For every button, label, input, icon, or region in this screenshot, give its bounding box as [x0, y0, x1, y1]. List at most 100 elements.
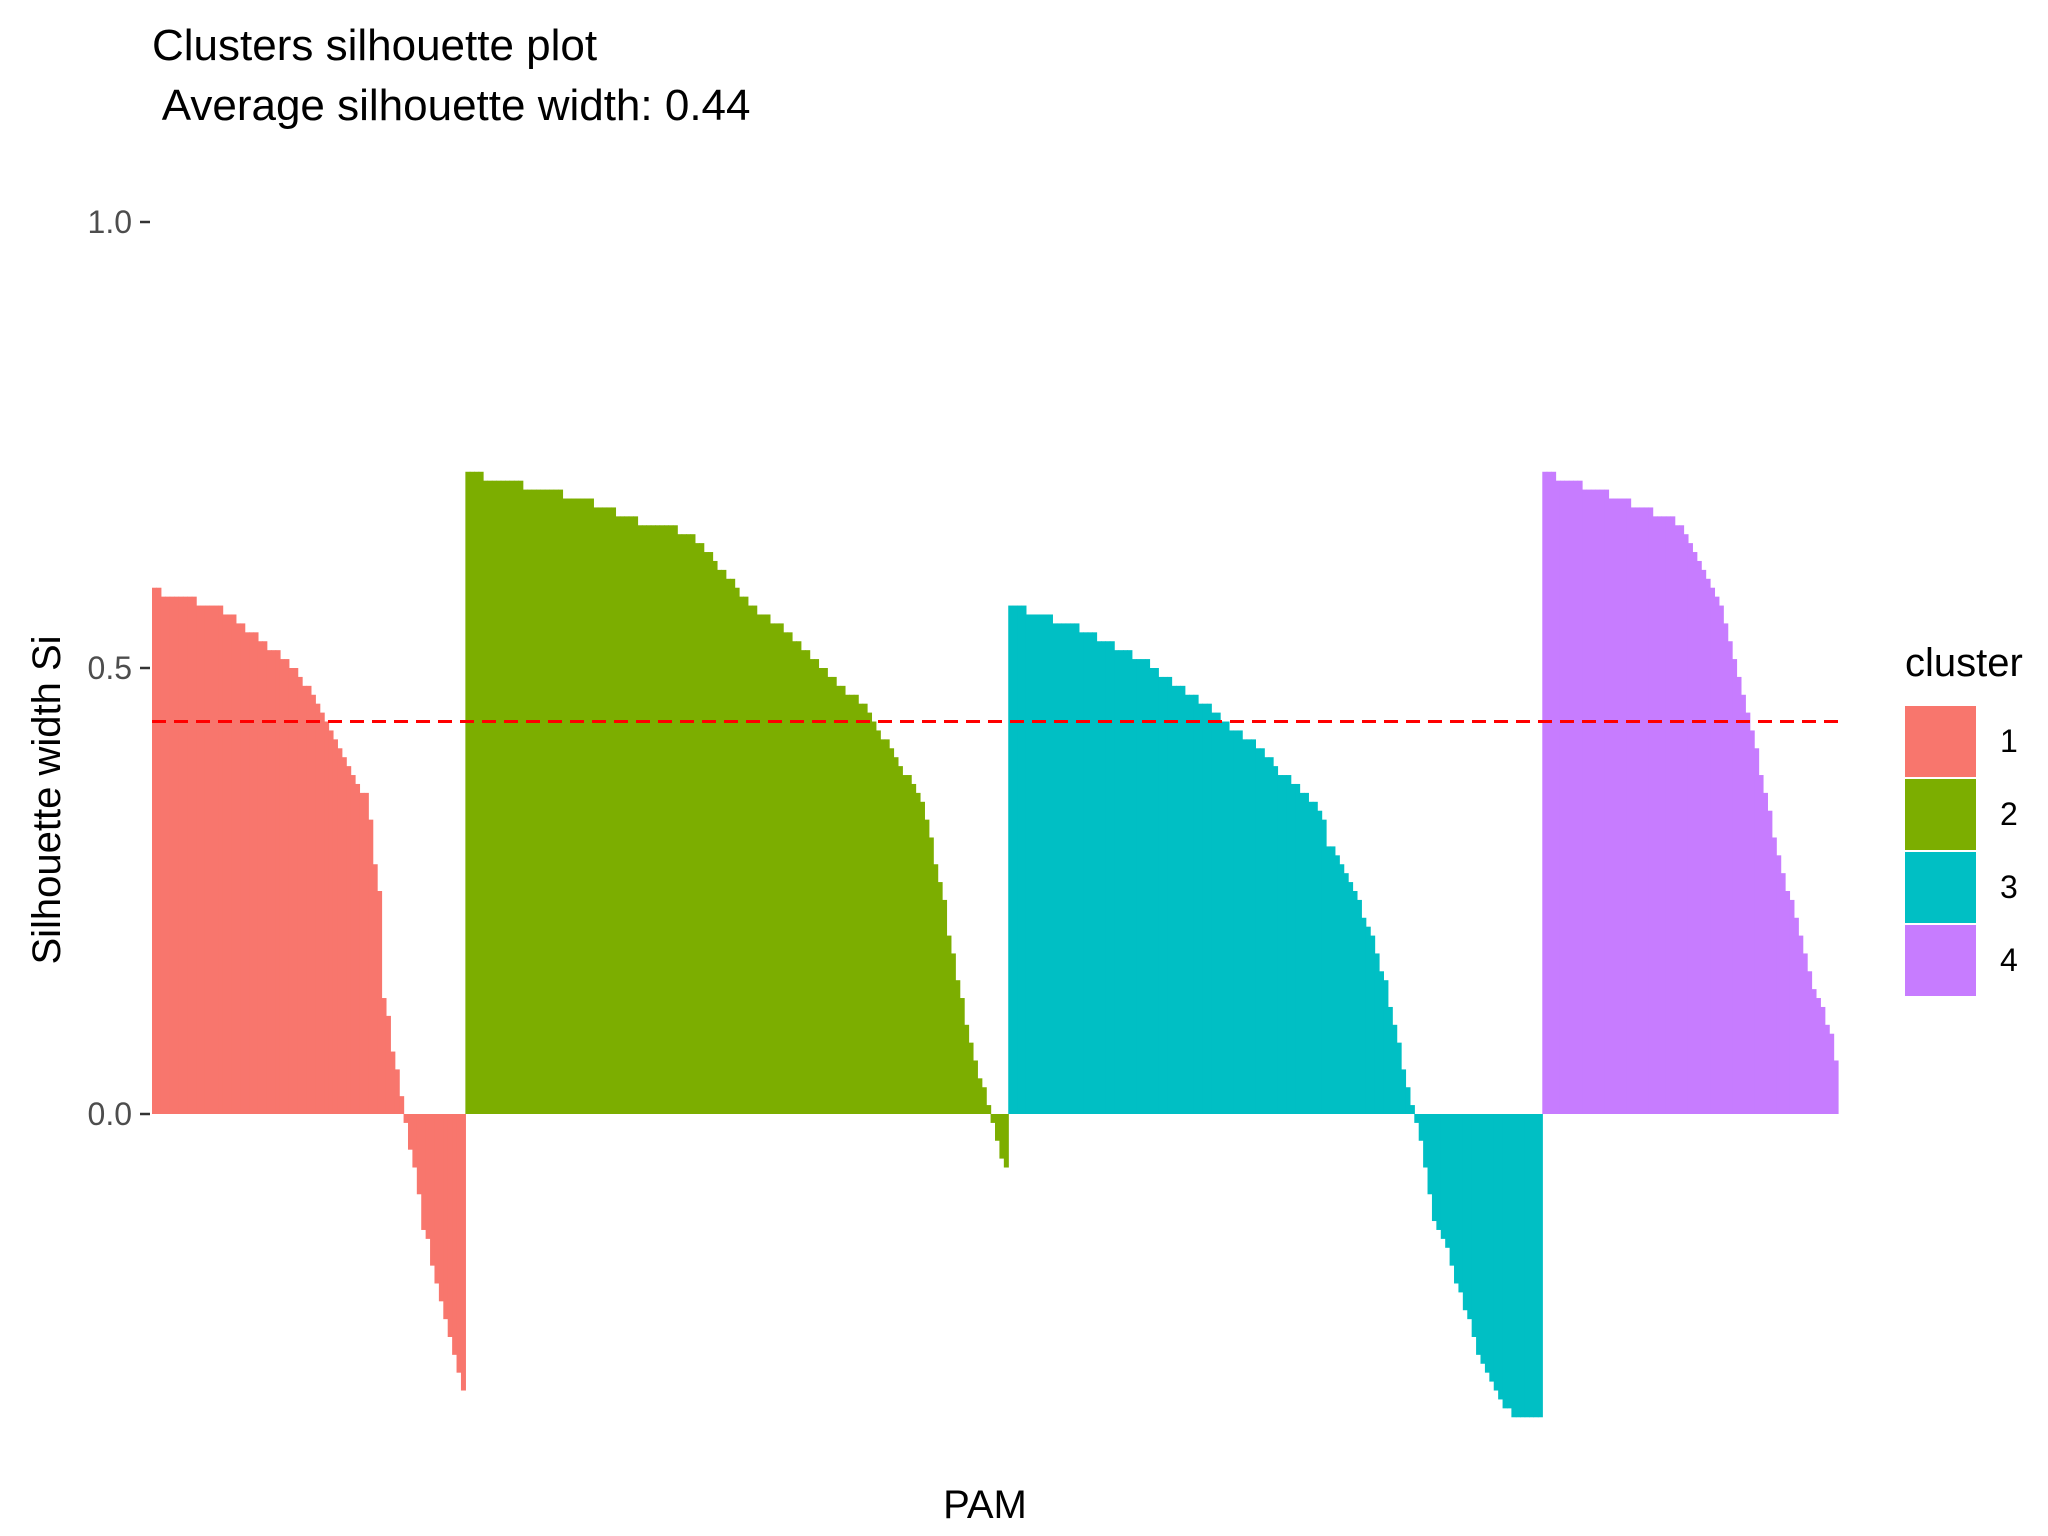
bar-cluster-4 — [1727, 641, 1733, 1114]
bar-cluster-4 — [1582, 489, 1588, 1115]
bar-cluster-2 — [959, 998, 965, 1114]
bar-cluster-3 — [1303, 792, 1309, 1114]
bar-cluster-2 — [995, 1114, 1001, 1141]
bar-cluster-2 — [933, 864, 939, 1114]
bar-cluster-4 — [1652, 516, 1658, 1114]
bar-cluster-3 — [1030, 614, 1036, 1114]
bar-cluster-4 — [1542, 471, 1548, 1114]
bar-cluster-3 — [1268, 757, 1274, 1114]
bar-cluster-2 — [694, 543, 700, 1114]
bar-cluster-2 — [677, 534, 683, 1114]
bar-cluster-2 — [580, 498, 586, 1114]
bar-cluster-4 — [1807, 971, 1813, 1114]
bar-cluster-3 — [1308, 801, 1314, 1114]
bar-cluster-3 — [1467, 1114, 1473, 1320]
bar-cluster-3 — [1445, 1114, 1451, 1248]
bar-cluster-4 — [1630, 507, 1636, 1114]
bar-cluster-1 — [385, 1015, 391, 1114]
bar-cluster-3 — [1330, 846, 1336, 1114]
bar-cluster-2 — [769, 623, 775, 1114]
bar-cluster-2 — [761, 614, 767, 1114]
bar-cluster-3 — [1158, 676, 1164, 1114]
bar-cluster-3 — [1348, 882, 1354, 1114]
bar-cluster-3 — [1361, 917, 1367, 1114]
y-axis-title: Silhouette width Si — [25, 635, 69, 964]
bar-cluster-2 — [597, 507, 603, 1114]
chart-title: Clusters silhouette plot — [152, 21, 597, 70]
bar-cluster-1 — [412, 1114, 418, 1168]
bar-cluster-2 — [809, 659, 815, 1114]
bar-cluster-3 — [1281, 775, 1287, 1114]
bar-cluster-2 — [889, 748, 895, 1114]
bar-cluster-3 — [1140, 659, 1146, 1114]
chart-subtitle: Average silhouette width: 0.44 — [152, 81, 751, 130]
bar-cluster-3 — [1365, 926, 1371, 1114]
bar-cluster-3 — [1153, 668, 1159, 1114]
bar-cluster-3 — [1286, 775, 1292, 1114]
bar-cluster-1 — [302, 685, 308, 1114]
bar-cluster-3 — [1431, 1114, 1437, 1222]
bar-cluster-4 — [1599, 489, 1605, 1115]
bar-cluster-4 — [1740, 694, 1746, 1114]
bar-cluster-1 — [341, 757, 347, 1114]
bar-cluster-3 — [1017, 605, 1023, 1114]
bar-cluster-3 — [1012, 605, 1018, 1114]
bar-cluster-2 — [535, 489, 541, 1115]
bar-cluster-4 — [1696, 560, 1702, 1114]
bar-cluster-1 — [297, 676, 303, 1114]
bar-cluster-2 — [734, 587, 740, 1114]
bar-cluster-2 — [783, 632, 789, 1114]
bar-cluster-4 — [1785, 891, 1791, 1114]
bar-cluster-2 — [690, 534, 696, 1114]
bar-cluster-3 — [1175, 685, 1181, 1114]
bar-cluster-3 — [1224, 721, 1230, 1114]
bar-cluster-3 — [1277, 775, 1283, 1114]
bar-cluster-2 — [606, 507, 612, 1114]
bar-cluster-3 — [1493, 1114, 1499, 1391]
bar-cluster-3 — [1476, 1114, 1482, 1355]
bar-cluster-2 — [867, 712, 873, 1114]
bar-cluster-2 — [787, 632, 793, 1114]
bar-cluster-2 — [756, 614, 762, 1114]
bar-cluster-2 — [641, 525, 647, 1114]
bar-cluster-3 — [1131, 659, 1137, 1114]
bar-cluster-4 — [1634, 507, 1640, 1114]
bar-cluster-3 — [1414, 1114, 1420, 1123]
bar-cluster-2 — [805, 650, 811, 1114]
legend-title: cluster — [1905, 641, 2023, 685]
bar-cluster-1 — [275, 650, 281, 1114]
bar-cluster-4 — [1604, 489, 1610, 1115]
bar-cluster-2 — [628, 516, 634, 1114]
bar-cluster-3 — [1127, 650, 1133, 1114]
bar-cluster-3 — [1096, 641, 1102, 1114]
bar-cluster-1 — [346, 766, 352, 1114]
bar-cluster-2 — [478, 471, 484, 1114]
bar-cluster-1 — [390, 1051, 396, 1114]
bar-cluster-3 — [1034, 614, 1040, 1114]
bar-cluster-1 — [293, 668, 299, 1114]
bar-cluster-4 — [1754, 748, 1760, 1114]
bar-cluster-3 — [1145, 659, 1151, 1114]
bar-cluster-4 — [1612, 498, 1618, 1114]
bar-cluster-4 — [1665, 516, 1671, 1114]
bar-cluster-1 — [213, 605, 219, 1114]
bar-cluster-3 — [1273, 766, 1279, 1114]
bar-cluster-1 — [421, 1114, 427, 1230]
bar-cluster-4 — [1833, 1060, 1839, 1114]
bar-cluster-3 — [1299, 792, 1305, 1114]
bar-cluster-3 — [1039, 614, 1045, 1114]
bar-cluster-1 — [244, 632, 250, 1114]
bar-cluster-1 — [222, 614, 228, 1114]
bar-cluster-2 — [686, 534, 692, 1114]
bar-cluster-3 — [1114, 650, 1120, 1114]
bar-cluster-2 — [796, 641, 802, 1114]
bar-cluster-2 — [902, 775, 908, 1114]
bars-layer — [152, 471, 1839, 1418]
bar-cluster-2 — [827, 676, 833, 1114]
bar-cluster-2 — [540, 489, 546, 1115]
bar-cluster-3 — [1167, 676, 1173, 1114]
bar-cluster-2 — [637, 525, 643, 1114]
bar-cluster-1 — [196, 605, 202, 1114]
bar-cluster-2 — [964, 1024, 970, 1114]
bar-cluster-3 — [1533, 1114, 1539, 1418]
